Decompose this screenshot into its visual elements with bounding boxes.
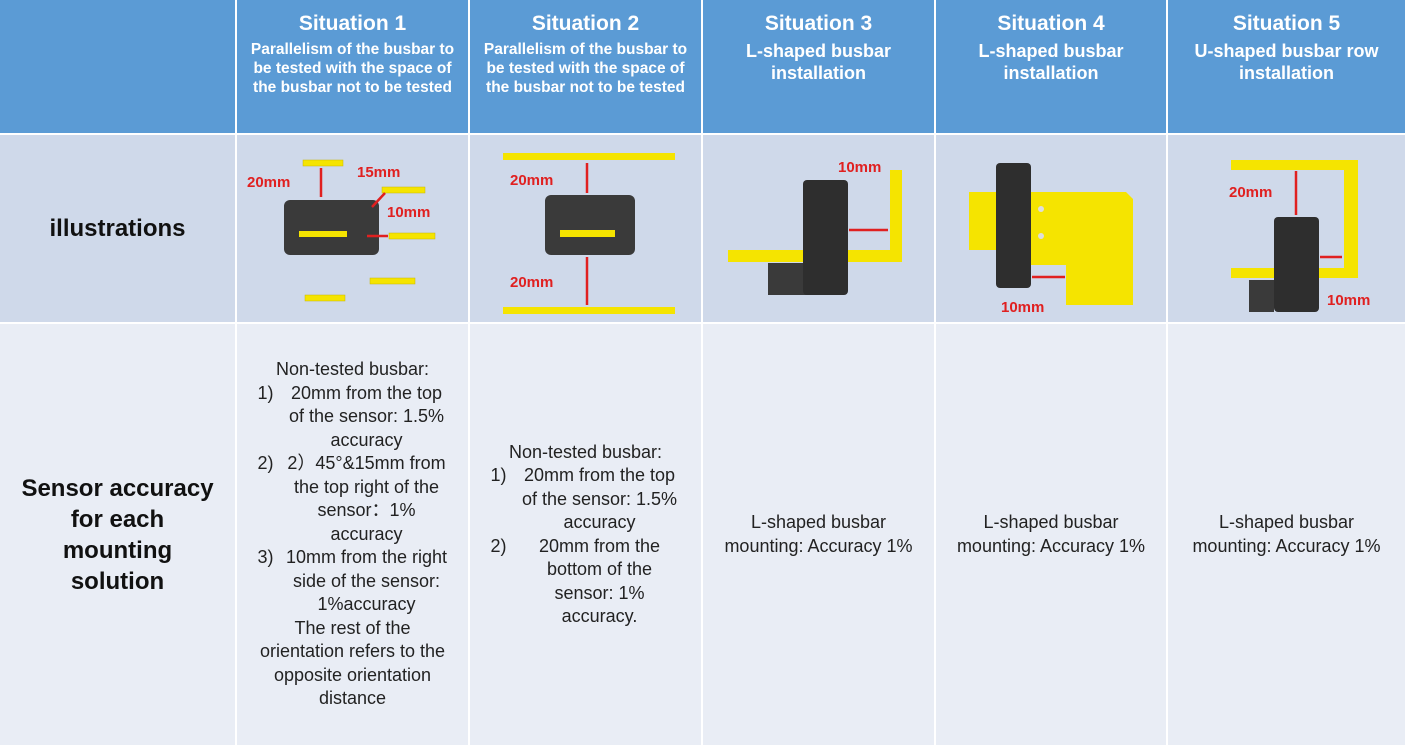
accuracy-cell: Non-tested busbar: 1) 20mm from the top of… bbox=[470, 324, 703, 747]
row-label: illustrations bbox=[49, 215, 186, 242]
dimension-label: 20mm bbox=[510, 172, 553, 189]
header-subtitle: U-shaped busbar row installation bbox=[1194, 41, 1379, 83]
header-title: Situation 2 bbox=[531, 12, 640, 35]
accuracy-intro: L-shaped busbar mounting: Accuracy 1% bbox=[724, 512, 913, 556]
item-text: 20mm from the top of the sensor: 1.5% ac… bbox=[288, 382, 445, 450]
accuracy-text: L-shaped busbar mounting: Accuracy 1% bbox=[956, 511, 1146, 558]
illustration-cell: 10mm bbox=[703, 135, 936, 324]
illustration: 20mm 10mm bbox=[1229, 160, 1370, 312]
dimension-label: 10mm bbox=[838, 159, 881, 176]
header-title: Situation 1 bbox=[298, 12, 407, 35]
item-number: 2) bbox=[490, 535, 507, 556]
item-number: 1) bbox=[490, 465, 507, 485]
accuracy-cell: Non-tested busbar: 1) 20mm from the top of… bbox=[237, 324, 470, 747]
accuracy-item: 3) 10mm from the right side of the sensor… bbox=[258, 546, 448, 617]
dimension-label: 20mm bbox=[247, 174, 290, 191]
illustration-cell: 20mm 10mm bbox=[1168, 135, 1405, 324]
item-number: 1) bbox=[257, 382, 274, 403]
row-label-cell: Sensor accuracy for each mounting soluti… bbox=[0, 324, 237, 747]
accuracy-intro: L-shaped busbar mounting: Accuracy 1% bbox=[1192, 512, 1381, 556]
accuracy-item: 1) 20mm from the top of the sensor: 1.5% … bbox=[491, 464, 681, 535]
dimension-label: 20mm bbox=[1229, 184, 1272, 201]
dimension-label: 20mm bbox=[510, 274, 553, 291]
illustration: 10mm bbox=[969, 163, 1133, 316]
illustration-cell: 20mm 20mm bbox=[470, 135, 703, 324]
row-label: Sensor accuracy for each mounting soluti… bbox=[21, 474, 214, 595]
dimension-label: 10mm bbox=[1001, 299, 1044, 316]
item-text: 2）45°&15mm from the top right of the sen… bbox=[287, 453, 446, 544]
accuracy-text: Non-tested busbar: 1) 20mm from the top of… bbox=[258, 358, 448, 711]
accuracy-cell: L-shaped busbar mounting: Accuracy 1% bbox=[703, 324, 936, 747]
item-number: 3) bbox=[257, 547, 274, 568]
header-title: Situation 4 bbox=[997, 12, 1105, 35]
accuracy-text: Non-tested busbar: 1) 20mm from the top of… bbox=[491, 441, 681, 629]
header-cell: Situation 5 U-shaped busbar row installat… bbox=[1168, 0, 1405, 135]
accuracy-text: L-shaped busbar mounting: Accuracy 1% bbox=[724, 511, 914, 558]
illustration: 10mm bbox=[728, 159, 902, 295]
header-cell: Situation 1 Parallelism of the busbar to … bbox=[237, 0, 470, 135]
illustration-cell: 20mm 15mm 10mm bbox=[237, 135, 470, 324]
item-text: 10mm from the right side of the sensor: … bbox=[285, 547, 448, 615]
accuracy-intro: Non-tested busbar: bbox=[508, 441, 663, 462]
illustration: 20mm 20mm bbox=[503, 153, 675, 314]
item-text: 20mm from the top of the sensor: 1.5% ac… bbox=[521, 465, 678, 532]
row-label-cell: illustrations bbox=[0, 135, 237, 324]
header-subtitle: L-shaped busbar installation bbox=[978, 41, 1124, 83]
accuracy-intro: Non-tested busbar: bbox=[275, 359, 430, 380]
item-text: 20mm from the bottom of the sensor: 1% a… bbox=[538, 535, 661, 627]
dimension-label: 10mm bbox=[387, 204, 430, 221]
accuracy-item: 2) 2）45°&15mm from the top right of the s… bbox=[258, 452, 448, 546]
accuracy-cell: L-shaped busbar mounting: Accuracy 1% bbox=[936, 324, 1168, 747]
header-title: Situation 3 bbox=[764, 12, 873, 35]
corner-cell bbox=[0, 0, 237, 135]
header-subtitle: L-shaped busbar installation bbox=[745, 41, 892, 83]
header-subtitle: Parallelism of the busbar to be tested w… bbox=[250, 41, 455, 96]
accuracy-item: 1) 20mm from the top of the sensor: 1.5% … bbox=[258, 382, 448, 453]
accuracy-text: L-shaped busbar mounting: Accuracy 1% bbox=[1192, 511, 1382, 558]
header-subtitle: Parallelism of the busbar to be tested w… bbox=[483, 41, 688, 96]
item-number: 2) bbox=[257, 453, 274, 474]
header-cell: Situation 3 L-shaped busbar installation bbox=[703, 0, 936, 135]
header-cell: Situation 4 L-shaped busbar installation bbox=[936, 0, 1168, 135]
illustration-cell: 10mm bbox=[936, 135, 1168, 324]
dimension-label: 15mm bbox=[357, 164, 400, 181]
accuracy-cell: L-shaped busbar mounting: Accuracy 1% bbox=[1168, 324, 1405, 747]
dimension-label: 10mm bbox=[1327, 292, 1370, 309]
header-cell: Situation 2 Parallelism of the busbar to … bbox=[470, 0, 703, 135]
accuracy-item: 2) 20mm from the bottom of the sensor: 1%… bbox=[491, 535, 681, 629]
accuracy-outro: The rest of the orientation refers to th… bbox=[259, 617, 446, 709]
illustration: 20mm 15mm 10mm bbox=[247, 159, 436, 302]
accuracy-intro: L-shaped busbar mounting: Accuracy 1% bbox=[956, 512, 1146, 556]
header-title: Situation 5 bbox=[1232, 12, 1341, 35]
